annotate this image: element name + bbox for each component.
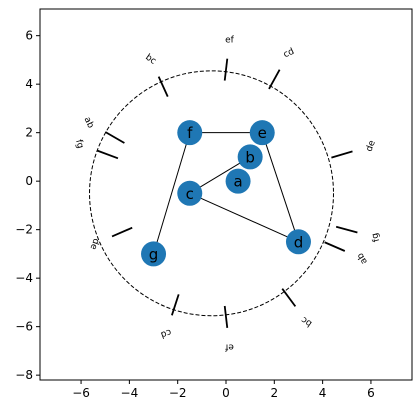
y-tick: 6 — [25, 29, 40, 43]
y-tick-label: 2 — [25, 126, 33, 140]
edge-f-g — [153, 132, 191, 255]
boundary-segment: cd — [268, 47, 296, 90]
node-label: c — [186, 185, 194, 203]
segment-label: bc — [143, 53, 158, 67]
node-circle — [177, 120, 203, 146]
segment-label: de — [87, 237, 100, 251]
segment-label: cd — [282, 47, 296, 61]
x-tick-label: −2 — [169, 386, 187, 400]
edges-layer — [153, 132, 299, 255]
node-circle — [141, 241, 167, 267]
x-tick-label: 4 — [319, 386, 327, 400]
y-tick: −6 — [15, 320, 40, 334]
node-e: e — [249, 120, 275, 146]
node-label: f — [187, 124, 193, 142]
boundary-segment: ef — [223, 35, 235, 81]
x-tick: −2 — [169, 380, 187, 400]
y-tick-label: 6 — [25, 29, 33, 43]
node-label: a — [233, 173, 242, 191]
segment-mark — [223, 58, 229, 81]
edge-d-c — [189, 192, 299, 243]
x-axis-ticks: −6 −4 −2 0 2 4 6 — [72, 380, 375, 400]
node-label: b — [245, 148, 255, 166]
segment-mark — [104, 131, 125, 144]
x-tick-label: 0 — [222, 386, 230, 400]
segment-mark — [324, 241, 346, 252]
node-label: d — [294, 233, 304, 251]
nodes-layer: ab c d e f g — [141, 120, 311, 267]
segment-label: de — [365, 139, 378, 153]
segment-label: bc — [300, 314, 315, 328]
y-tick-label: −4 — [15, 271, 33, 285]
node-d: d — [285, 229, 311, 255]
segment-mark — [331, 150, 353, 159]
segment-label: ef — [225, 35, 235, 45]
segment-label: ef — [224, 341, 234, 351]
node-circle — [285, 229, 311, 255]
segment-mark — [97, 149, 119, 160]
boundary-segment: bc — [143, 53, 169, 97]
x-tick: 2 — [270, 380, 278, 400]
node-a: a — [225, 168, 251, 194]
y-tick: 2 — [25, 126, 40, 140]
x-tick: 6 — [367, 380, 375, 400]
boundary-circle-layer — [89, 70, 334, 317]
x-tick: 4 — [319, 380, 327, 400]
segment-mark — [268, 69, 281, 90]
boundary-segment: de — [87, 226, 133, 251]
segment-mark — [157, 76, 169, 97]
node-circle — [237, 144, 263, 170]
node-f: f — [177, 120, 203, 146]
y-tick-label: −6 — [15, 320, 33, 334]
y-tick: 4 — [25, 77, 40, 91]
y-tick-label: 4 — [25, 77, 33, 91]
boundary-segment: ab — [82, 116, 125, 144]
y-tick: 0 — [25, 174, 40, 188]
segment-label: ab — [355, 251, 369, 266]
boundary-segment: ef — [223, 305, 234, 351]
x-tick-label: −4 — [121, 386, 139, 400]
node-circle — [249, 120, 275, 146]
y-tick-label: −2 — [15, 223, 33, 237]
node-label: g — [149, 245, 159, 263]
node-circle — [177, 180, 203, 206]
y-tick-label: 0 — [25, 174, 33, 188]
boundary-segment: ab — [324, 241, 370, 266]
edge-e-d — [261, 132, 299, 242]
boundary-segment: fg — [335, 225, 382, 243]
x-tick-label: 6 — [367, 386, 375, 400]
y-axis-ticks: 6 4 2 0 −2 −4 −6 −8 — [15, 29, 40, 382]
segment-mark — [335, 225, 358, 234]
y-tick-label: −8 — [15, 368, 33, 382]
segment-mark — [223, 305, 229, 328]
segment-label: cd — [159, 326, 172, 339]
boundary-segment: bc — [281, 288, 315, 328]
x-tick: −6 — [72, 380, 90, 400]
x-tick-label: −6 — [72, 386, 90, 400]
segment-mark — [281, 288, 297, 307]
node-circle — [225, 168, 251, 194]
segment-mark — [171, 294, 180, 316]
x-tick: −4 — [121, 380, 139, 400]
boundary-circle — [89, 70, 334, 317]
segment-label: ab — [82, 116, 96, 131]
segment-label: fg — [370, 232, 382, 243]
segment-mark — [111, 226, 133, 238]
node-b: b — [237, 144, 263, 170]
x-tick: 0 — [222, 380, 230, 400]
boundary-segment: cd — [159, 294, 180, 339]
x-tick-label: 2 — [270, 386, 278, 400]
node-label: e — [258, 124, 267, 142]
node-g: g — [141, 241, 167, 267]
boundary-segment: fg — [73, 139, 119, 160]
segment-label: fg — [73, 139, 85, 150]
y-tick: −4 — [15, 271, 40, 285]
y-tick: −8 — [15, 368, 40, 382]
boundary-segment: de — [331, 139, 378, 159]
node-c: c — [177, 180, 203, 206]
y-tick: −2 — [15, 223, 40, 237]
